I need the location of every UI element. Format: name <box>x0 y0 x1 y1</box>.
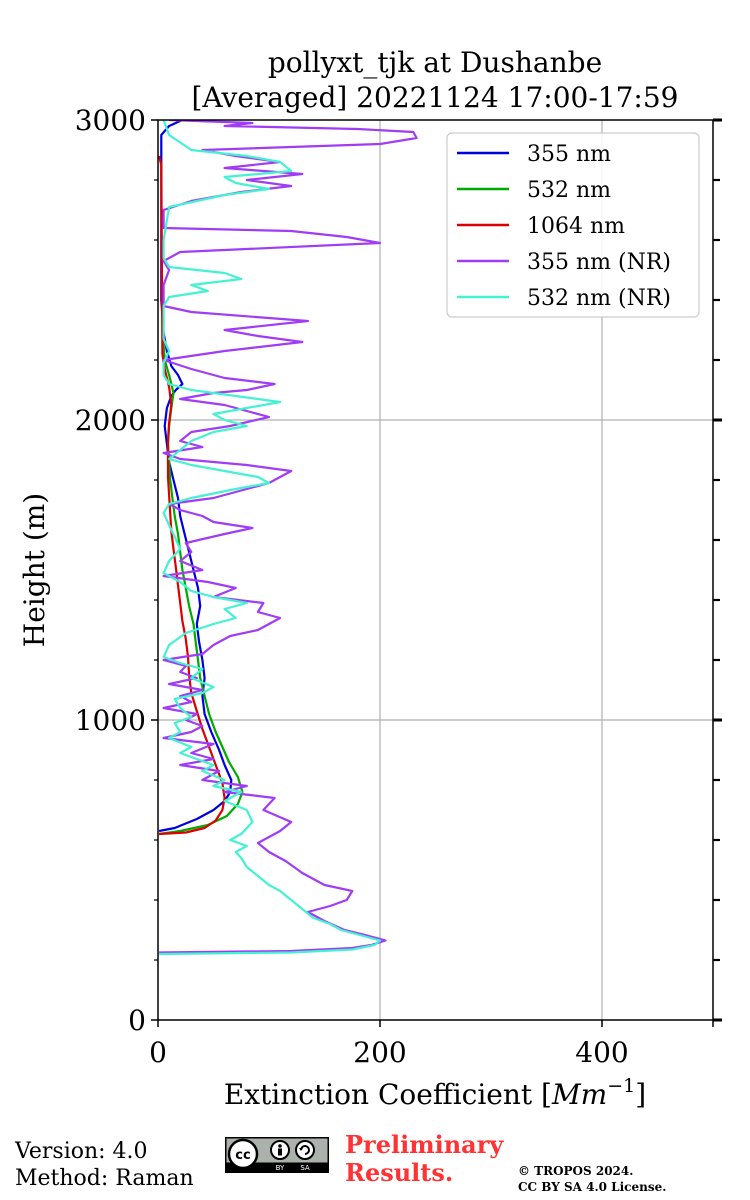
legend-entries: 355 nm 532 nm 1064 nm 355 nm (NR) 532 nm (NR… <box>457 142 671 311</box>
by-label: BY <box>276 1164 285 1172</box>
x-tick-label: 0 <box>149 1036 167 1069</box>
version-text: Version: 4.0 <box>15 1139 148 1164</box>
legend-label: 1064 nm <box>527 214 625 239</box>
chart-title-line1: pollyxt_tjk at Dushanbe <box>268 46 602 79</box>
legend-label: 532 nm (NR) <box>527 286 671 311</box>
copyright-line1: © TROPOS 2024. <box>518 1164 634 1178</box>
y-tick-label: 3000 <box>75 104 146 137</box>
cc-logo-text: cc <box>235 1148 250 1163</box>
sa-label: SA <box>300 1164 310 1172</box>
extinction-chart: 0 200 400 0 1000 2000 3000 pollyxt_tjk at Dush… <box>18 46 722 1111</box>
series-line-355-nm-nr <box>159 120 418 954</box>
y-tick-label: 1000 <box>75 704 146 737</box>
chart-title-line2: [Averaged] 20221124 17:00-17:59 <box>192 81 679 114</box>
x-axis-label-close: ] <box>635 1078 646 1111</box>
y-tick-label: 2000 <box>75 404 146 437</box>
by-person-head <box>278 1144 282 1148</box>
series-lines <box>158 120 418 956</box>
series-line-532-nm-nr <box>159 120 382 956</box>
series-line-1064-nm <box>158 155 226 836</box>
preliminary-text-line2: Results. <box>345 1158 454 1187</box>
cc-logo-icon <box>227 1138 259 1170</box>
copyright-line2: CC BY SA 4.0 License. <box>518 1180 667 1194</box>
cc-license-badge: cc BY SA <box>225 1137 329 1173</box>
axis-ticks: 0 200 400 0 1000 2000 3000 <box>75 104 722 1069</box>
x-axis-label: Extinction Coefficient [Mm−1] <box>224 1075 646 1111</box>
by-person-body <box>278 1148 282 1156</box>
y-axis-label: Height (m) <box>18 493 51 647</box>
x-tick-label: 200 <box>353 1036 406 1069</box>
axes <box>157 119 714 1021</box>
sa-share-arrowhead <box>299 1148 303 1151</box>
x-tick-label: 400 <box>575 1036 628 1069</box>
legend-label: 355 nm (NR) <box>527 250 671 275</box>
x-axis-label-main: Extinction Coefficient [ <box>224 1078 552 1111</box>
legend: 355 nm 532 nm 1064 nm 355 nm (NR) 532 nm (NR… <box>446 132 700 318</box>
legend-label: 355 nm <box>527 142 611 167</box>
plot-frame <box>157 119 714 1021</box>
x-axis-label-unit: Mm <box>551 1078 607 1111</box>
legend-label: 532 nm <box>527 178 611 203</box>
legend-box <box>446 132 700 318</box>
sa-share-icon <box>295 1140 315 1160</box>
preliminary-text-line1: Preliminary <box>345 1130 504 1159</box>
method-text: Method: Raman <box>15 1166 194 1191</box>
x-axis-label-exponent: −1 <box>607 1075 635 1097</box>
y-tick-label: 0 <box>128 1004 146 1037</box>
